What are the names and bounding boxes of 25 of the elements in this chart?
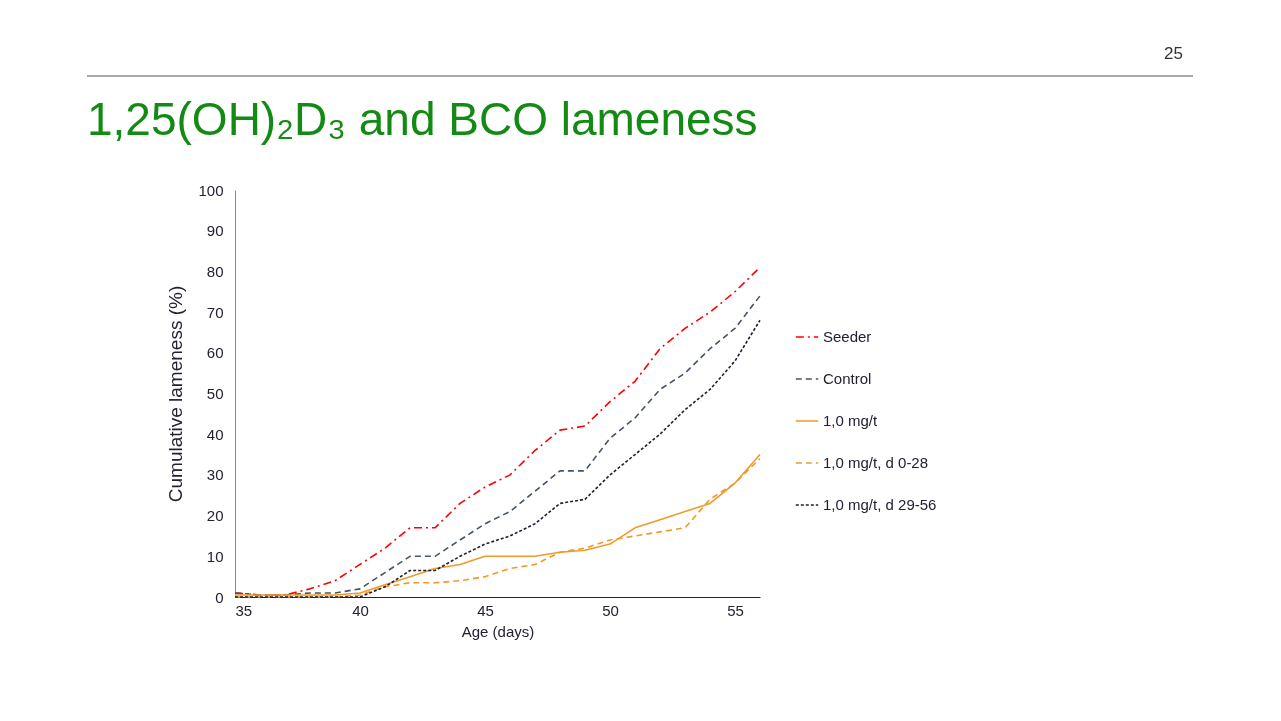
y-tick-label: 80 xyxy=(206,262,224,280)
y-tick-label: 10 xyxy=(206,547,224,565)
legend-label: 1,0 mg/t, d 0-28 xyxy=(823,454,929,471)
y-tick-label: 0 xyxy=(215,588,224,606)
x-tick-label: 35 xyxy=(235,601,253,619)
y-tick-label: 40 xyxy=(206,425,224,443)
y-tick-label: 50 xyxy=(206,385,224,402)
legend-label: Control xyxy=(823,370,872,387)
x-tick-label: 45 xyxy=(477,601,494,619)
y-tick-label: 30 xyxy=(206,466,224,484)
legend-label: 1,0 mg/t xyxy=(823,412,879,429)
y-tick-label: 60 xyxy=(206,344,224,362)
y-tick-label: 70 xyxy=(206,303,224,321)
text: 25 xyxy=(1164,44,1183,63)
legend-label: 1,0 mg/t, d 29-56 xyxy=(823,496,937,513)
y-tick-label: 90 xyxy=(206,222,224,240)
chart-title: 1,25(OH)₂D₃ and BCO lameness xyxy=(87,93,758,145)
x-tick-label: 55 xyxy=(727,601,744,619)
y-tick-label: 100 xyxy=(198,181,224,199)
legend-label: Seeder xyxy=(823,328,872,345)
y-axis-title: Cumulative lameness (%) xyxy=(165,285,187,503)
x-tick-label: 50 xyxy=(602,601,619,619)
x-axis-title: Age (days) xyxy=(461,622,535,640)
x-tick-label: 40 xyxy=(352,601,369,619)
y-tick-label: 20 xyxy=(206,507,224,525)
